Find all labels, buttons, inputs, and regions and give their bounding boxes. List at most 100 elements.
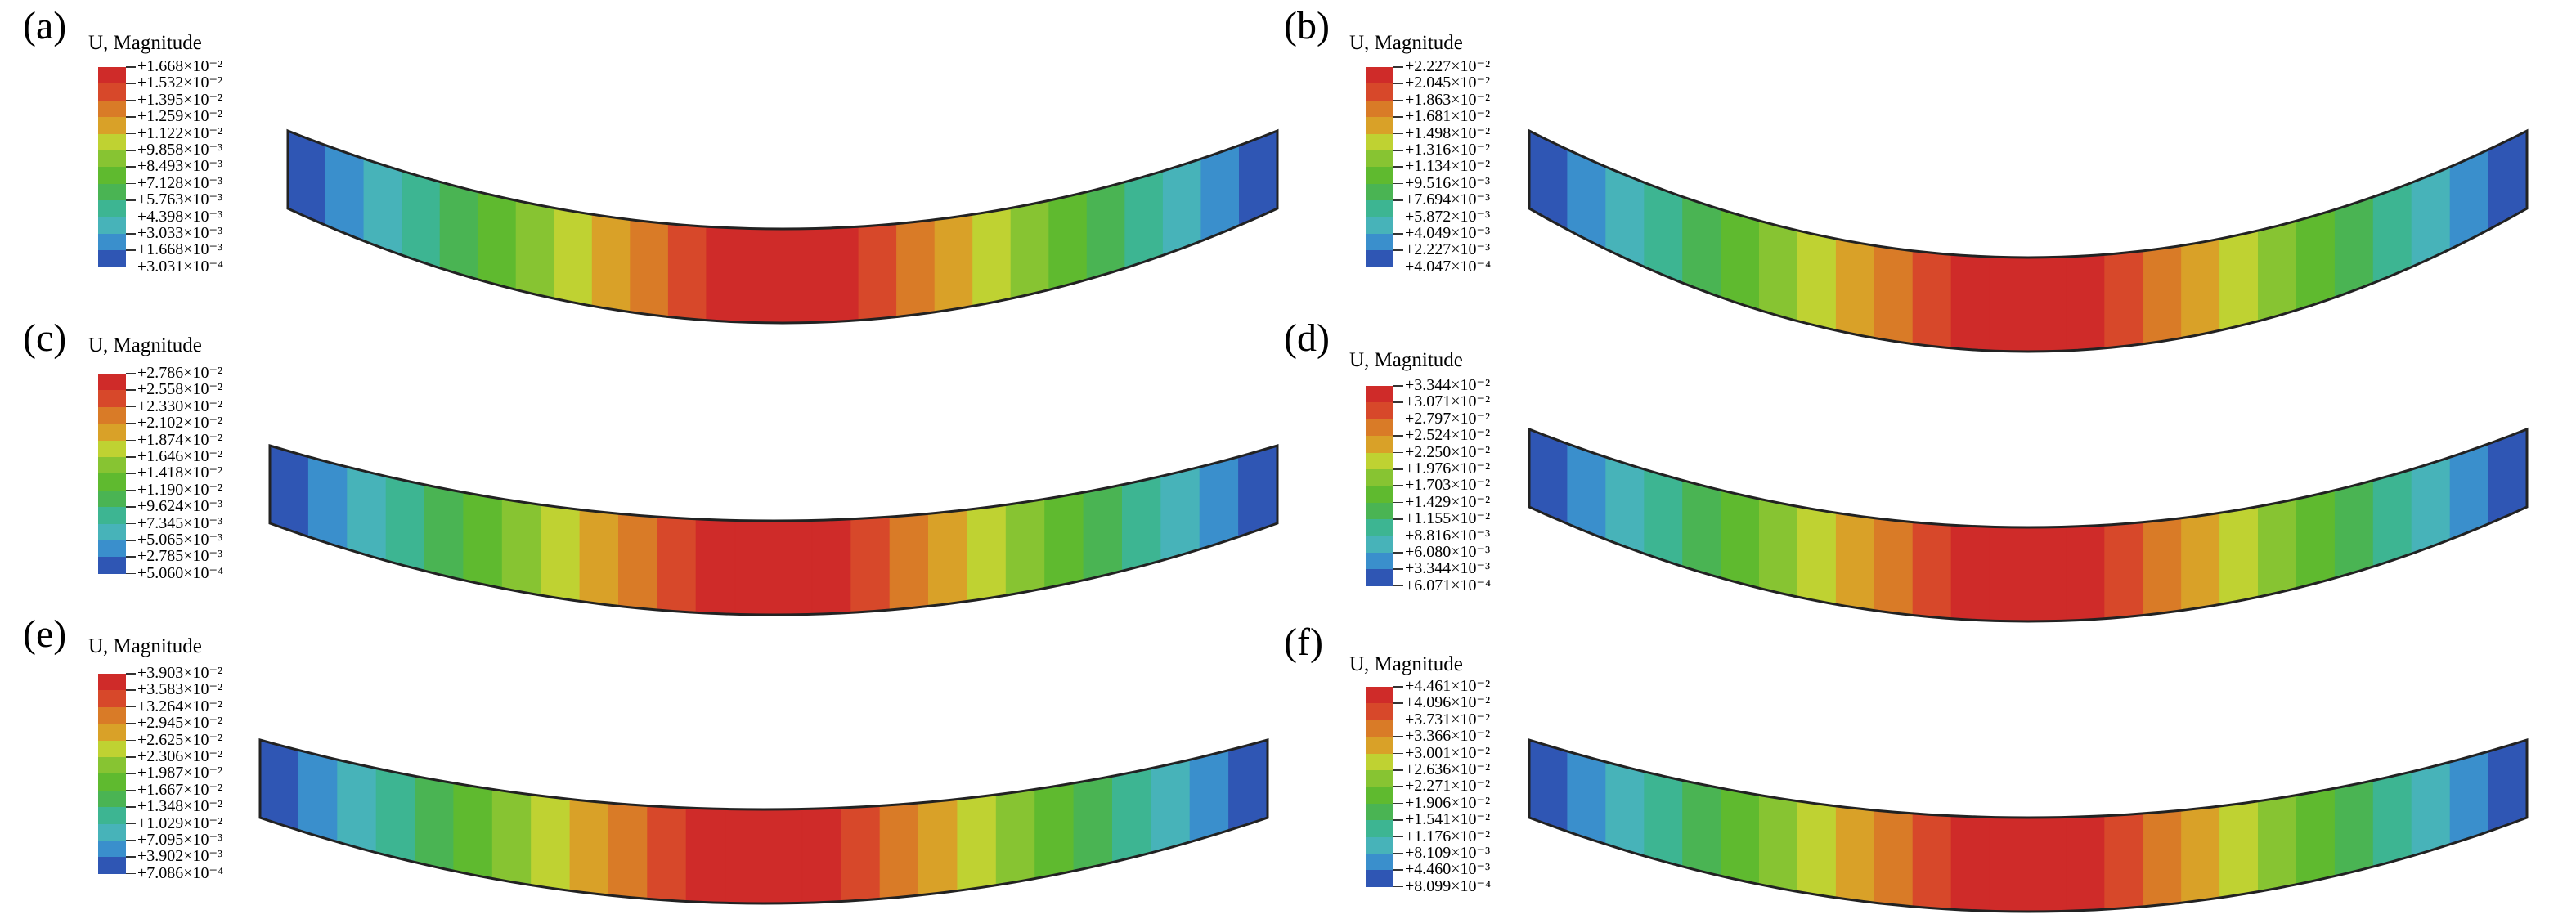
legend-tick [1393, 451, 1403, 454]
legend-swatch [98, 540, 126, 558]
legend-tick [126, 389, 136, 391]
legend-value: +1.316×10⁻² [1405, 141, 1491, 159]
legend-value: +1.987×10⁻² [137, 764, 223, 782]
legend-tick [1393, 752, 1403, 755]
legend-tick [1393, 435, 1403, 437]
legend-tick [1393, 266, 1403, 268]
legend-swatch [1366, 402, 1393, 419]
legend-title: U, Magnitude [88, 334, 202, 356]
legend-value: +7.086×10⁻⁴ [137, 863, 224, 882]
legend-tick [126, 856, 136, 858]
legend-tick [1393, 869, 1403, 871]
panel-label: (b) [1284, 4, 1330, 47]
legend-title: U, Magnitude [88, 32, 202, 54]
legend-tick [126, 456, 136, 458]
legend-value: +8.109×10⁻³ [1405, 844, 1491, 862]
legend-tick [126, 723, 136, 724]
contour-band [2334, 779, 2374, 877]
legend-tick [126, 840, 136, 841]
legend-swatch [1366, 167, 1393, 184]
legend-swatch [98, 807, 126, 824]
legend-swatch [1366, 737, 1393, 754]
legend-swatch [98, 424, 126, 441]
legend-tick [126, 423, 136, 424]
legend-swatch [98, 507, 126, 524]
legend-swatch [98, 217, 126, 234]
legend-tick [126, 116, 136, 118]
legend-tick [126, 83, 136, 84]
legend-value: +2.786×10⁻² [137, 364, 223, 382]
legend-tick [1393, 418, 1403, 420]
legend-value: +1.122×10⁻² [137, 123, 223, 142]
legend-swatch [1366, 217, 1393, 234]
legend-swatch [1366, 133, 1393, 150]
legend-swatch [98, 790, 126, 808]
legend-value: +4.049×10⁻³ [1405, 224, 1491, 242]
contour-band [1644, 771, 1684, 867]
legend-value: +2.102×10⁻² [137, 414, 223, 433]
legend-value: +2.045×10⁻² [1405, 74, 1491, 92]
beam-outline [258, 738, 1269, 905]
legend-value: +3.344×10⁻³ [1405, 559, 1491, 578]
legend-swatch [98, 167, 126, 184]
legend-swatch [98, 250, 126, 267]
legend-value: +1.348×10⁻² [137, 797, 223, 816]
legend-value: +4.047×10⁻⁴ [1405, 257, 1492, 276]
legend-swatch [98, 773, 126, 791]
legend-value: +2.558×10⁻² [137, 380, 223, 399]
legend-value: +2.227×10⁻³ [1405, 240, 1491, 259]
legend-tick [126, 872, 136, 875]
legend-swatch [98, 823, 126, 841]
legend-tick [1393, 552, 1403, 554]
legend-tick [126, 199, 136, 201]
contour-band [2258, 794, 2297, 893]
legend-tick [1393, 249, 1403, 251]
legend-value: +1.541×10⁻² [1405, 810, 1491, 829]
beam-outline [286, 128, 1279, 325]
contour-band [1874, 809, 1914, 908]
legend-swatch [1366, 234, 1393, 251]
legend-swatch [1366, 836, 1393, 854]
legend-value: +6.071×10⁻⁴ [1405, 576, 1492, 594]
legend-swatch [98, 841, 126, 858]
contour-band [2296, 787, 2336, 885]
legend-swatch [98, 406, 126, 424]
legend-value: +5.065×10⁻³ [137, 531, 223, 549]
legend-tick [1393, 150, 1403, 151]
legend-value: +6.080×10⁻³ [1405, 543, 1491, 561]
legend-title: U, Magnitude [1349, 32, 1463, 54]
legend-value: +3.264×10⁻² [137, 697, 223, 715]
legend-value: +1.532×10⁻² [137, 74, 223, 92]
legend-swatch [98, 440, 126, 457]
panel-label: (e) [23, 612, 67, 656]
legend-tick [1393, 719, 1403, 721]
legend-swatch [1366, 83, 1393, 101]
legend-tick [1393, 568, 1403, 570]
legend-swatch [1366, 720, 1393, 737]
legend-value: +2.797×10⁻² [1405, 409, 1491, 428]
legend-tick [126, 506, 136, 508]
legend-swatch [1366, 687, 1393, 704]
legend-swatch [1366, 703, 1393, 720]
legend-tick [126, 572, 136, 575]
legend-value: +1.259×10⁻² [137, 107, 223, 126]
legend-swatch [98, 473, 126, 491]
legend-value: +4.096×10⁻² [1405, 693, 1491, 712]
contour-band [1835, 805, 1875, 903]
legend-swatch [98, 490, 126, 508]
contour-band [2027, 816, 2067, 912]
legend-value: +2.306×10⁻² [137, 747, 223, 765]
legend-tick [1393, 385, 1403, 387]
contour-band [2066, 815, 2106, 912]
legend-value: +3.366×10⁻² [1405, 727, 1491, 746]
legend-swatch [1366, 117, 1393, 134]
legend-value: +2.271×10⁻² [1405, 777, 1491, 796]
legend-swatch [98, 390, 126, 407]
legend-tick [1393, 401, 1403, 403]
legend-tick [1393, 468, 1403, 470]
legend-swatch [1366, 770, 1393, 787]
legend-tick [1393, 83, 1403, 84]
legend-swatch [1366, 250, 1393, 267]
